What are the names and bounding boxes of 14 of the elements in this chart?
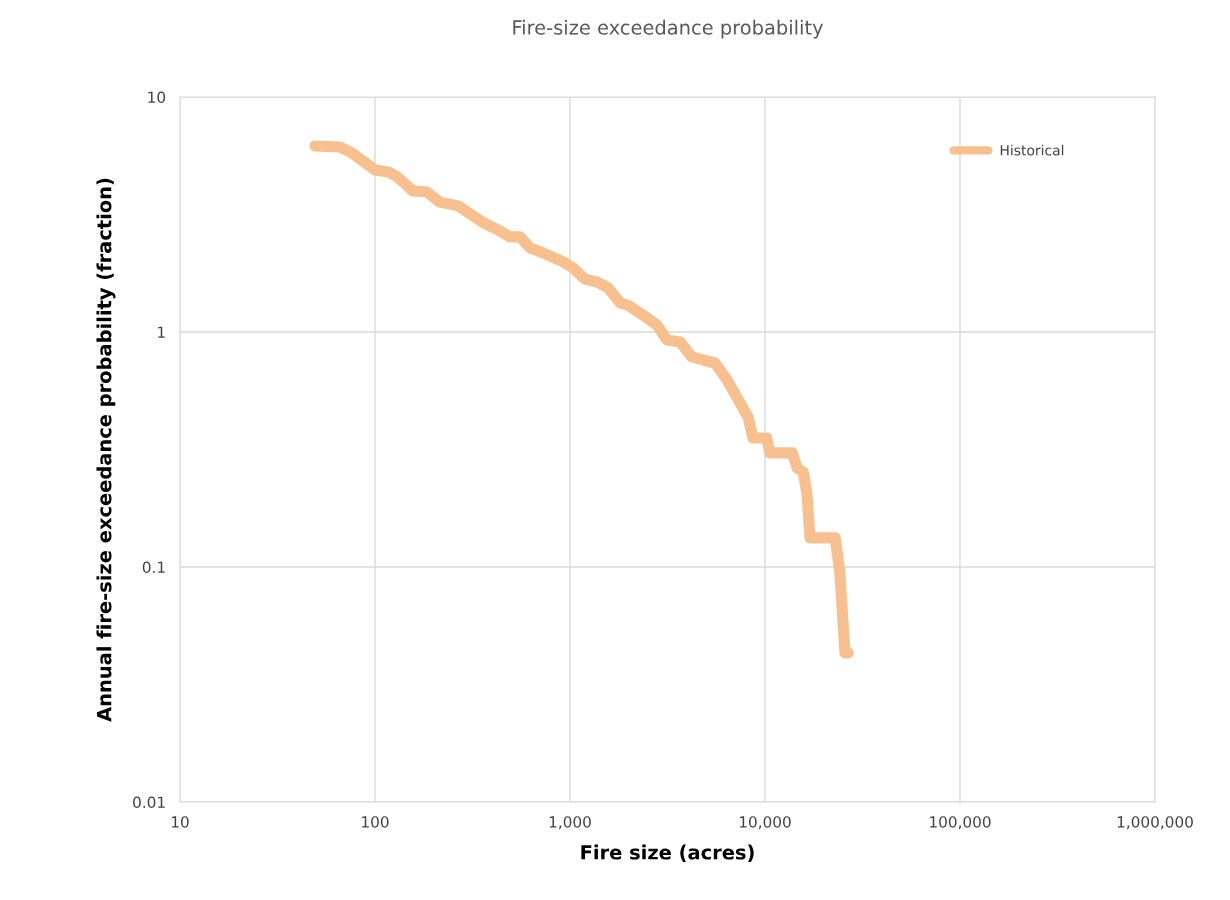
y-tick-label: 1	[158, 326, 165, 338]
y-tick-label: 0.1	[142, 561, 165, 574]
y-tick-label: 0.01	[133, 796, 165, 809]
legend-label: Historical	[1000, 144, 1064, 156]
x-tick-label: 100,000	[930, 816, 991, 830]
x-tick-label: 10,000	[739, 816, 791, 830]
chart-title: Fire-size exceedance probability	[513, 19, 823, 39]
y-tick-label: 10	[148, 91, 166, 104]
x-tick-label: 1,000	[549, 816, 591, 830]
x-tick-label: 10	[171, 816, 189, 828]
x-tick-label: 100	[362, 816, 389, 828]
x-axis-title: Fire size (acres)	[581, 844, 754, 862]
x-tick-label: 1,000,000	[1117, 816, 1193, 830]
y-axis-title: Annual fire-size exceedance probability (fraction)	[96, 178, 116, 722]
